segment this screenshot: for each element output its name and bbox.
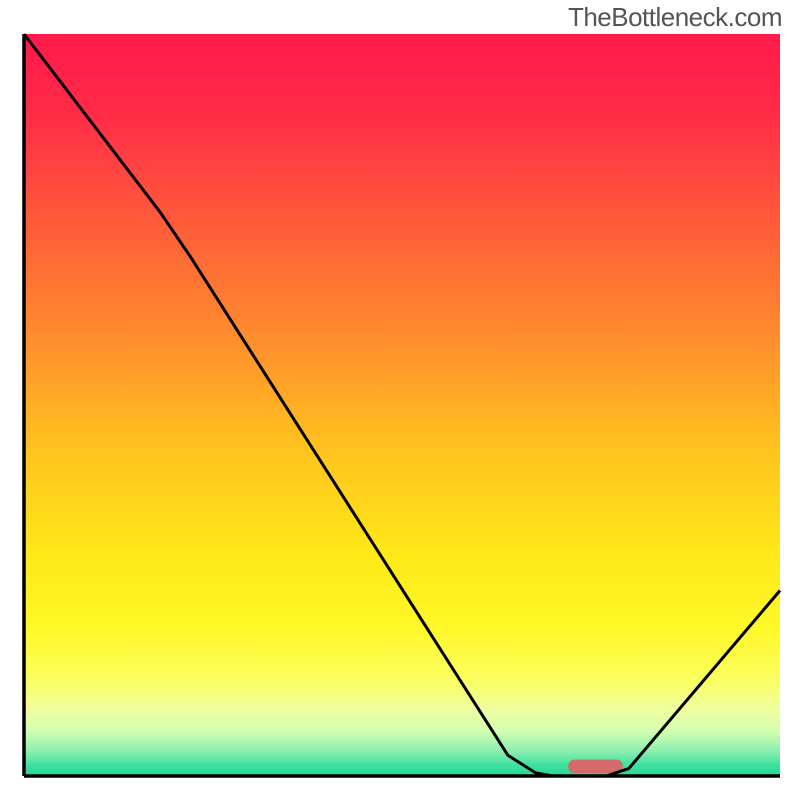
optimal-marker (568, 760, 622, 773)
chart-gradient-background (24, 34, 780, 776)
watermark-text: TheBottleneck.com (568, 2, 782, 33)
bottleneck-chart (0, 0, 800, 800)
chart-container: TheBottleneck.com (0, 0, 800, 800)
